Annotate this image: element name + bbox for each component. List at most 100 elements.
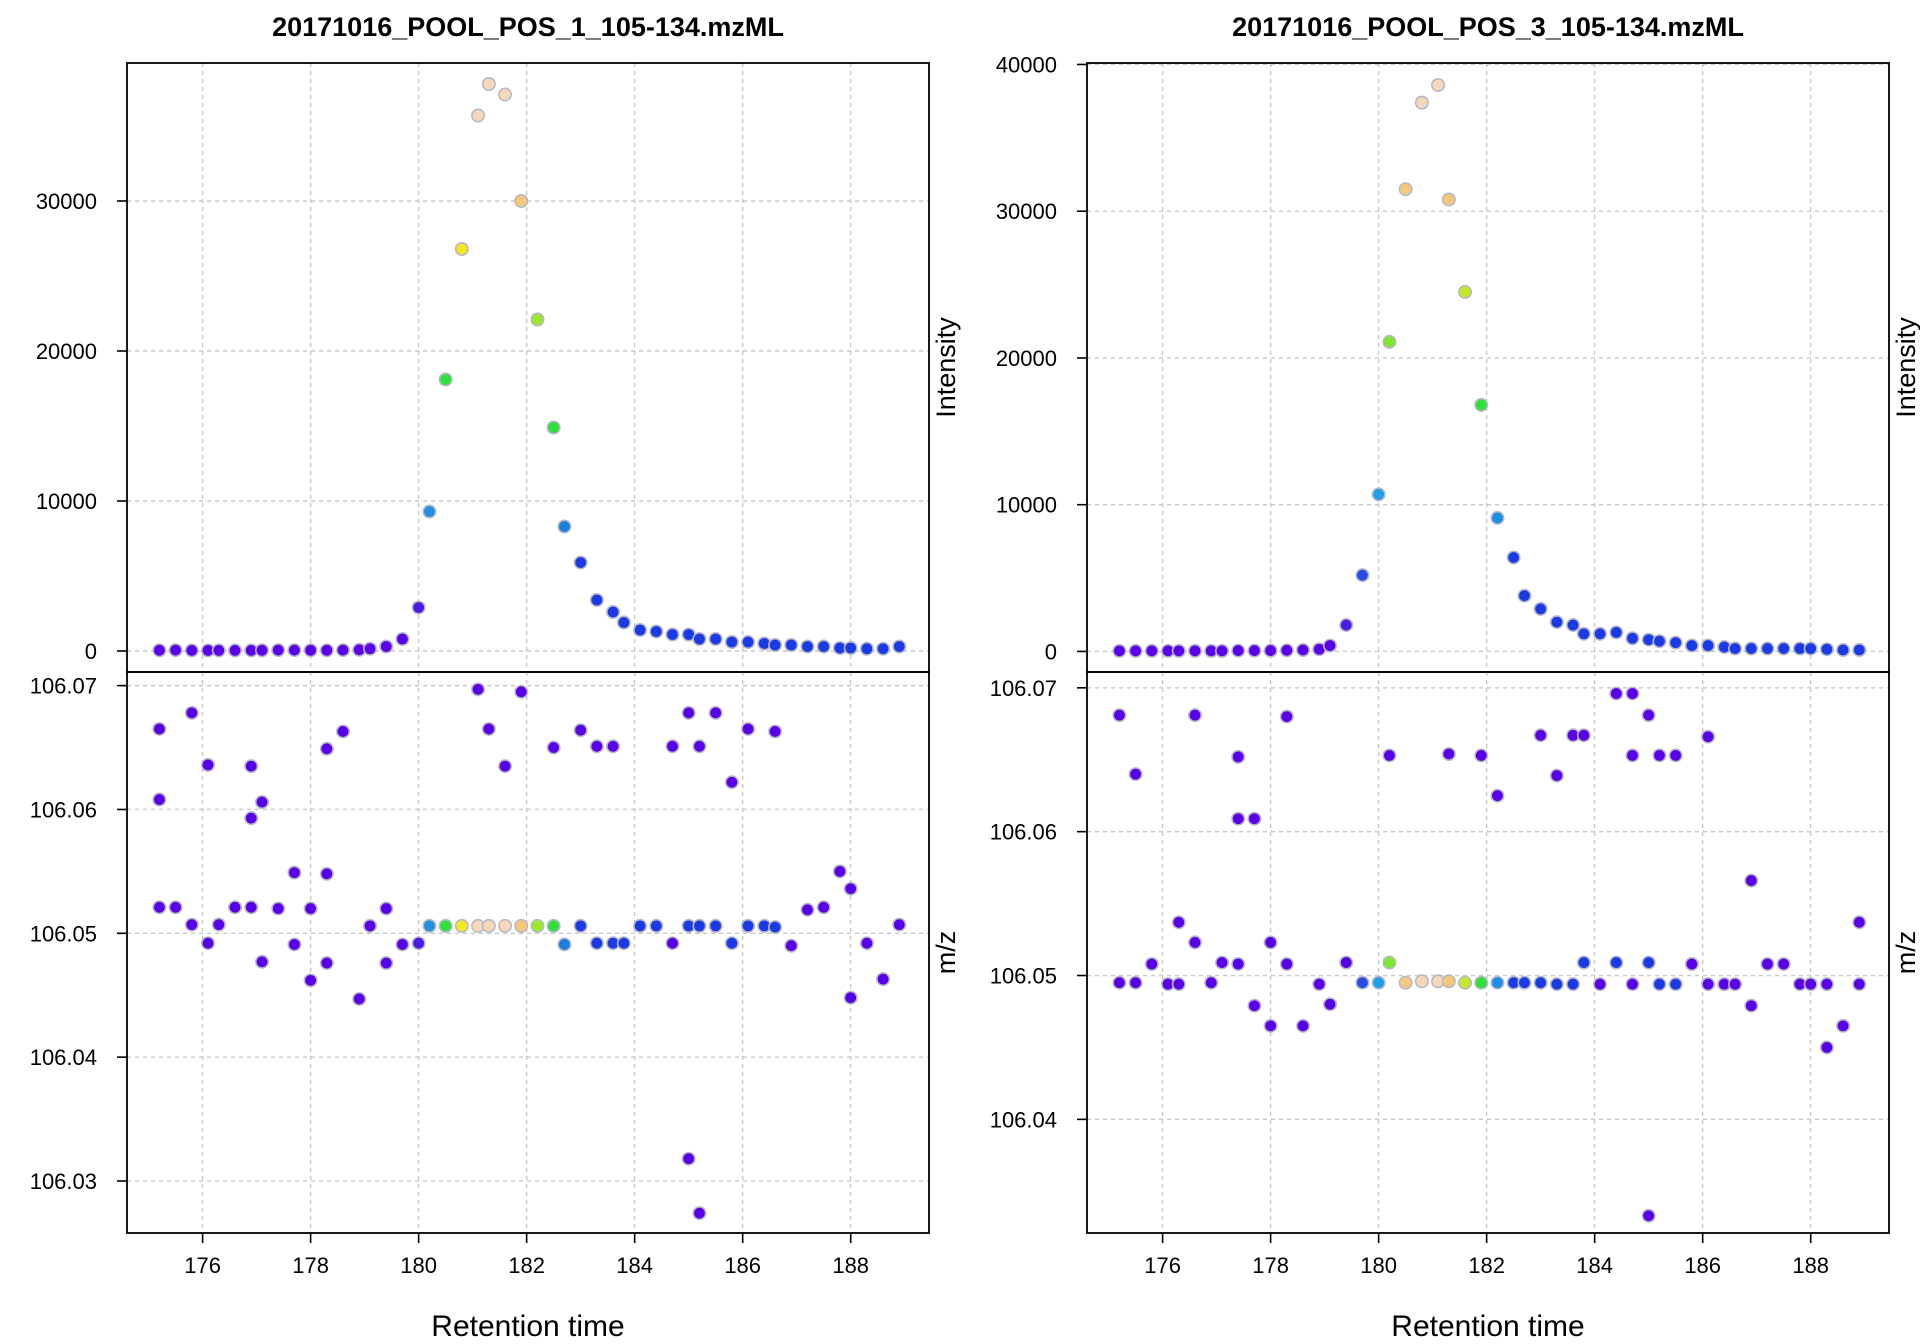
data-point <box>832 864 847 879</box>
data-point <box>255 954 270 969</box>
left-bottom-subplot: 106.03 106.04 106.05 106.06 106.07 m/z <box>30 671 961 1234</box>
data-point <box>1819 642 1834 657</box>
data-point <box>1414 95 1429 110</box>
data-point <box>692 739 707 754</box>
data-point <box>244 759 259 774</box>
data-point <box>589 739 604 754</box>
data-point <box>1296 1018 1311 1033</box>
data-point <box>184 643 199 658</box>
left-xlabel: Retention time <box>431 1310 624 1343</box>
left-top-ylabel: Intensity <box>931 317 961 418</box>
data-point <box>843 881 858 896</box>
left-top-frame <box>126 62 930 673</box>
data-point <box>152 792 167 807</box>
data-point <box>665 936 680 951</box>
data-point <box>211 917 226 932</box>
data-point <box>1641 708 1656 723</box>
data-point <box>244 900 259 915</box>
data-point <box>665 739 680 754</box>
data-point <box>1323 638 1338 653</box>
data-point <box>1744 998 1759 1013</box>
data-point <box>481 721 496 736</box>
x-tick-label: 182 <box>1468 1253 1505 1278</box>
data-point <box>228 643 243 658</box>
data-point <box>271 643 286 658</box>
data-point <box>1533 601 1548 616</box>
right-xlabel: Retention time <box>1391 1310 1584 1343</box>
data-point <box>481 77 496 92</box>
data-point <box>768 637 783 652</box>
data-point <box>741 634 756 649</box>
right-top-subplot: 0 10000 20000 30000 40000 Intensity <box>996 52 1920 673</box>
data-point <box>1728 641 1743 656</box>
left-top-subplot: 0 10000 20000 30000 Intensity <box>36 62 961 673</box>
data-point <box>1355 568 1370 583</box>
data-point <box>724 634 739 649</box>
data-point <box>379 901 394 916</box>
data-point <box>1144 957 1159 972</box>
data-point <box>1128 643 1143 658</box>
data-point <box>546 740 561 755</box>
y-tick-label: 0 <box>85 639 97 664</box>
data-point <box>1474 748 1489 763</box>
data-point <box>1204 975 1219 990</box>
x-tick-label: 184 <box>1576 1253 1613 1278</box>
data-point <box>692 631 707 646</box>
data-point <box>1744 641 1759 656</box>
data-point <box>557 519 572 534</box>
y-tick-label: 40000 <box>996 52 1057 77</box>
data-point <box>859 936 874 951</box>
data-point <box>1533 975 1548 990</box>
data-point <box>1684 638 1699 653</box>
data-point <box>319 643 334 658</box>
data-point <box>303 973 318 988</box>
data-point <box>843 990 858 1005</box>
y-tick-label: 106.05 <box>30 921 97 946</box>
data-point <box>546 918 561 933</box>
data-point <box>1576 955 1591 970</box>
data-point <box>573 555 588 570</box>
y-tick-label: 106.04 <box>30 1045 97 1070</box>
data-point <box>352 991 367 1006</box>
data-point <box>1819 1040 1834 1055</box>
y-tick-label: 0 <box>1045 639 1057 664</box>
data-point <box>649 624 664 639</box>
data-point <box>319 956 334 971</box>
x-tick-label: 178 <box>292 1253 329 1278</box>
left-bottom-frame <box>126 671 930 1234</box>
data-point <box>741 918 756 933</box>
right-top-frame <box>1086 62 1890 673</box>
data-point <box>1279 709 1294 724</box>
data-point <box>1171 915 1186 930</box>
data-point <box>498 759 513 774</box>
data-point <box>1144 643 1159 658</box>
data-point <box>1188 708 1203 723</box>
data-point <box>768 724 783 739</box>
y-tick-label: 106.06 <box>990 820 1057 845</box>
data-point <box>1593 626 1608 641</box>
data-point <box>708 918 723 933</box>
data-point <box>1836 1018 1851 1033</box>
data-point <box>557 937 572 952</box>
right-bottom-subplot: 106.04 106.05 106.06 106.07 m/z <box>990 671 1920 1234</box>
data-point <box>606 604 621 619</box>
data-point <box>211 643 226 658</box>
y-tick-label: 106.03 <box>30 1169 97 1194</box>
data-point <box>379 639 394 654</box>
data-point <box>1728 977 1743 992</box>
data-point <box>244 811 259 826</box>
data-point <box>498 87 513 102</box>
x-tick-label: 176 <box>184 1253 221 1278</box>
y-tick-label: 106.07 <box>990 676 1057 701</box>
data-point <box>168 643 183 658</box>
data-point <box>498 918 513 933</box>
data-point <box>692 1206 707 1221</box>
data-point <box>1609 625 1624 640</box>
data-point <box>471 682 486 697</box>
data-point <box>255 643 270 658</box>
y-tick-label: 10000 <box>996 493 1057 518</box>
data-point <box>168 900 183 915</box>
data-point <box>1339 618 1354 633</box>
data-point <box>152 900 167 915</box>
